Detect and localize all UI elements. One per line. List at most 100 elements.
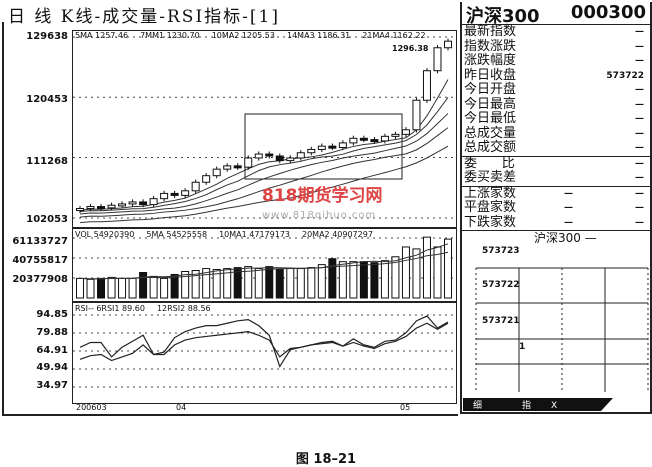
mini-axis-label: 573722 — [482, 280, 520, 290]
price-panel[interactable] — [72, 30, 457, 228]
quote-row: 今日最高 — — [462, 96, 650, 113]
quote-row: 总成交额 — — [462, 140, 650, 156]
volume-bar — [86, 278, 95, 299]
tab-close[interactable]: X — [551, 401, 558, 411]
volume-bar — [254, 268, 263, 299]
mini-axis-label: 573721 — [482, 316, 520, 326]
quote-row: 涨跌幅度 — — [462, 53, 650, 69]
quote-value: — — [635, 143, 644, 153]
candlestick — [359, 137, 368, 141]
rsi-axis-label: 94.85 — [36, 309, 68, 320]
quote-row: 最新指数 — — [462, 24, 650, 40]
volume-bar — [107, 276, 116, 299]
quote-value: — — [635, 114, 644, 124]
candlestick — [86, 206, 95, 210]
candlestick — [223, 165, 232, 170]
mini-axis-label: 1 — [519, 342, 526, 352]
candlestick — [338, 142, 347, 148]
volume-bar — [181, 271, 190, 299]
ma-line-10 — [79, 113, 449, 215]
quote-value: — — [635, 158, 644, 169]
volume-bar — [265, 266, 274, 299]
tab-index[interactable]: 指 — [522, 401, 532, 411]
candlestick — [76, 208, 84, 212]
candlestick — [401, 129, 410, 135]
tab-detail[interactable]: 细 — [473, 401, 483, 411]
volume-bar — [349, 261, 358, 299]
volume-bar — [170, 273, 179, 299]
rsi-axis-label: 34.97 — [36, 380, 68, 391]
quote-row: 今日最低 — — [462, 111, 650, 127]
quote-label: 平盘家数 — [464, 200, 517, 215]
volume-bar — [401, 246, 410, 299]
date-label: 04 — [176, 403, 187, 412]
price-axis-label: 129638 — [26, 31, 68, 42]
quote-label: 下跌家数 — [464, 214, 517, 230]
candlestick — [97, 206, 106, 210]
rsi-axis-label: 64.91 — [36, 345, 68, 356]
mini-chart-title: 沪深300 — — [534, 231, 597, 245]
ma-line-7 — [79, 97, 449, 213]
rsi6-label: RSI-- 6RSI1 89.60 — [75, 304, 145, 313]
candlestick — [422, 70, 431, 101]
candlestick — [254, 153, 263, 159]
figure-caption: 图 18–21 — [295, 452, 357, 467]
quote-value: — — [635, 85, 644, 95]
volume-bar — [223, 268, 232, 299]
volume-bar — [296, 268, 305, 299]
quote-row: 委 比 — — [462, 156, 650, 172]
candlestick — [370, 139, 379, 143]
quote-row: 上涨家数 — — — [462, 185, 650, 202]
rsi-axis-label: 79.88 — [36, 327, 68, 338]
candlestick — [191, 181, 200, 192]
candlestick — [433, 47, 442, 72]
price-axis-label: 102053 — [26, 214, 68, 225]
quote-label: 上涨家数 — [464, 185, 517, 201]
rsi-panel[interactable] — [72, 302, 457, 404]
ma-line-14 — [79, 127, 449, 218]
quote-row: 今日开盘 — — [462, 82, 650, 98]
candlestick — [128, 201, 137, 205]
rsi-axis-label: 49.94 — [36, 362, 68, 373]
vol-ma10-label: 10MA1 47179173 — [219, 230, 290, 239]
quote-label: 今日开盘 — [464, 82, 517, 97]
volume-legend: VOL 54920390 5MA 54525558 10MA1 47179173 20… — [75, 230, 385, 239]
volume-ma-line-10 — [79, 251, 449, 280]
volume-bar — [338, 261, 347, 299]
volume-bar — [444, 238, 452, 299]
chart-frame — [2, 22, 458, 416]
ma7-label: 7MM1 1230.70 — [140, 31, 200, 40]
candlestick — [139, 201, 148, 206]
ma-line-21 — [79, 145, 449, 224]
mini-axis-label: 573723 — [482, 246, 520, 256]
quote-label: 今日最高 — [464, 96, 517, 112]
quote-label: 今日最低 — [464, 111, 517, 126]
candlestick — [212, 168, 221, 177]
volume-bar — [422, 236, 431, 299]
quote-value: — — [635, 56, 644, 66]
volume-bar — [286, 268, 295, 299]
price-axis-label: 120453 — [26, 94, 68, 105]
mini-chart[interactable]: 沪深300 — 573723 573722 573721 1 — [462, 230, 650, 381]
quote-row: 平盘家数 — — — [462, 200, 650, 216]
index-code: 000300 — [570, 2, 646, 23]
quote-label: 委买卖差 — [464, 170, 517, 185]
candlestick — [244, 157, 253, 168]
volume-bar — [97, 277, 106, 299]
volume-bar — [139, 271, 148, 299]
quote-value: — — [635, 99, 644, 110]
quote-row: 总成交量 — — [462, 126, 650, 142]
candlestick — [160, 192, 169, 200]
quote-value: — — [635, 41, 644, 52]
candlestick — [107, 204, 116, 209]
volume-bar — [244, 266, 253, 299]
quote-row: 昨日收盘 573722 — [462, 68, 650, 84]
volume-bar — [202, 268, 211, 299]
volume-panel[interactable] — [72, 228, 457, 302]
quote-row: 委买卖差 — — [462, 170, 650, 186]
quote-panel: 沪深300 000300 最新指数 — 指数涨跌 — 涨跌幅度 — 昨日收盘 573722 今日开… — [460, 2, 652, 414]
candlestick — [380, 135, 389, 142]
candlestick — [296, 152, 305, 159]
candlestick — [170, 192, 179, 196]
